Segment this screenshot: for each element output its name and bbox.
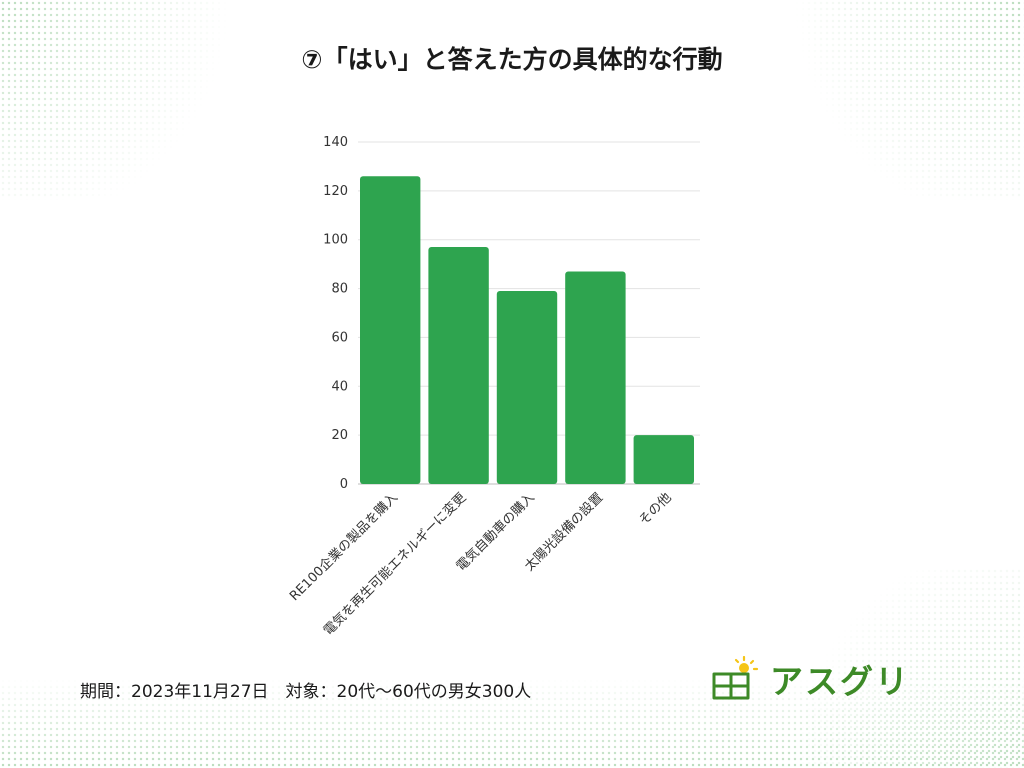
x-category-label: その他 xyxy=(636,490,674,528)
bar xyxy=(428,247,489,484)
y-tick-label: 0 xyxy=(340,477,348,492)
bar xyxy=(565,271,626,484)
y-axis-ticks: 0 20 40 60 80 100 120 140 xyxy=(323,135,348,492)
bar xyxy=(633,435,694,484)
survey-footnote: 期間：2023年11月27日 対象：20代〜60代の男女300人 xyxy=(80,682,532,702)
x-category-label: 電気を再生可能エネルギーに変更 xyxy=(320,490,469,639)
chart-title: ⑦「はい」と答えた方の具体的な行動 xyxy=(301,45,723,74)
x-axis-labels: RE100企業の製品を購入電気を再生可能エネルギーに変更電気自動車の購入太陽光設… xyxy=(286,490,674,639)
bar xyxy=(496,291,558,484)
y-tick-label: 80 xyxy=(331,282,348,297)
y-tick-label: 20 xyxy=(331,428,348,443)
solar-panel-sun-icon xyxy=(712,656,759,700)
x-category-label: RE100企業の製品を購入 xyxy=(286,490,401,605)
y-tick-label: 40 xyxy=(331,379,348,394)
brand-name: アスグリ xyxy=(770,662,910,701)
y-tick-label: 60 xyxy=(331,330,348,345)
bars xyxy=(360,176,694,484)
bar xyxy=(360,176,421,484)
y-tick-label: 120 xyxy=(323,184,348,199)
y-tick-label: 100 xyxy=(323,233,348,248)
bar-chart: 0 20 40 60 80 100 120 140 RE100企業の製品を購入電気を再生可能エ… xyxy=(286,135,700,639)
brand-logo: アスグリ xyxy=(710,656,910,702)
y-tick-label: 140 xyxy=(323,135,348,150)
